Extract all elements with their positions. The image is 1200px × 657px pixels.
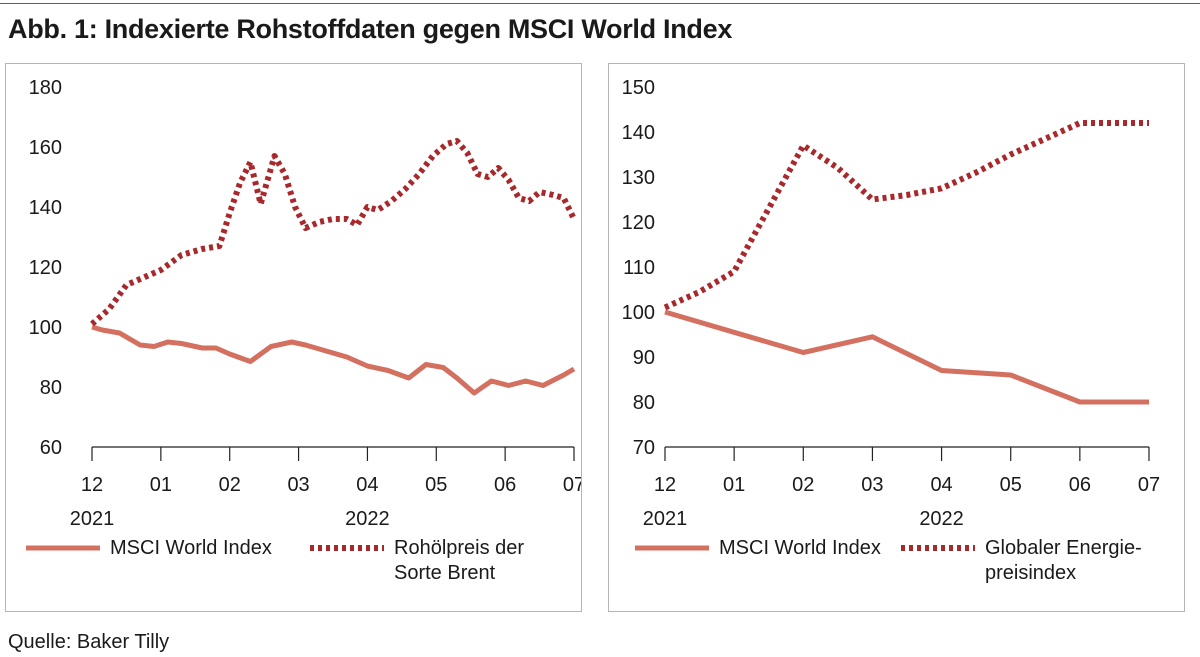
y-tick-label: 180 xyxy=(29,77,62,99)
y-tick-label: 120 xyxy=(29,257,62,279)
y-tick-label: 160 xyxy=(29,137,62,159)
legend-label: Sorte Brent xyxy=(394,562,496,584)
x-tick-label: 06 xyxy=(494,474,516,496)
chart-panel-energy: 70 80 90 100 110 120 130 140 150 12 01 02 03 04 05 06 07… xyxy=(608,63,1185,612)
y-tick-label: 70 xyxy=(633,437,655,459)
x-tick-label: 07 xyxy=(563,474,581,496)
x-year-label: 2022 xyxy=(345,508,390,530)
legend-label: MSCI World Index xyxy=(110,537,272,559)
y-tick-label: 140 xyxy=(622,122,655,144)
y-tick-label: 90 xyxy=(633,347,655,369)
legend-label: Rohölpreis der xyxy=(394,537,524,559)
x-tick-label: 01 xyxy=(150,474,172,496)
x-year-label: 2021 xyxy=(643,508,688,530)
y-tick-label: 120 xyxy=(622,212,655,234)
chart-panel-brent: 60 80 100 120 140 160 180 12 01 02 03 04 05 06 07 2021 2… xyxy=(5,63,582,612)
y-tick-label: 150 xyxy=(622,77,655,99)
x-tick-label: 02 xyxy=(219,474,241,496)
x-year-label: 2021 xyxy=(70,508,115,530)
x-tick-label: 04 xyxy=(356,474,378,496)
y-tick-label: 80 xyxy=(40,377,62,399)
chart-brent-vs-msci: 60 80 100 120 140 160 180 12 01 02 03 04 05 06 07 2021 2… xyxy=(26,77,581,584)
figure-title: Abb. 1: Indexierte Rohstoffdaten gegen M… xyxy=(8,14,733,44)
x-tick-label: 03 xyxy=(287,474,309,496)
source-note: Quelle: Baker Tilly xyxy=(8,631,170,653)
x-year-label: 2022 xyxy=(919,508,964,530)
legend-label: preisindex xyxy=(985,562,1076,584)
y-tick-label: 80 xyxy=(633,392,655,414)
y-tick-label: 60 xyxy=(40,437,62,459)
y-tick-label: 100 xyxy=(622,302,655,324)
series-line-dotted xyxy=(90,138,577,327)
series-line-dotted xyxy=(663,120,1149,311)
x-tick-label: 01 xyxy=(723,474,745,496)
top-rule xyxy=(0,3,1200,4)
y-tick-label: 130 xyxy=(622,167,655,189)
x-tick-label: 05 xyxy=(425,474,447,496)
legend-label: Globaler Energie- xyxy=(985,537,1142,559)
x-tick-label: 07 xyxy=(1138,474,1160,496)
x-tick-label: 05 xyxy=(1000,474,1022,496)
x-tick-label: 04 xyxy=(930,474,952,496)
x-tick-label: 12 xyxy=(654,474,676,496)
x-tick-label: 03 xyxy=(861,474,883,496)
series-line-msci xyxy=(664,309,1149,405)
legend-label: MSCI World Index xyxy=(719,537,881,559)
y-tick-label: 140 xyxy=(29,197,62,219)
series-line-msci xyxy=(91,324,576,396)
chart-energy-vs-msci: 70 80 90 100 110 120 130 140 150 12 01 02 03 04 05 06 07… xyxy=(622,77,1161,584)
x-tick-label: 06 xyxy=(1069,474,1091,496)
y-tick-label: 110 xyxy=(623,257,655,279)
y-tick-label: 100 xyxy=(29,317,62,339)
x-tick-label: 02 xyxy=(792,474,814,496)
x-tick-label: 12 xyxy=(81,474,103,496)
